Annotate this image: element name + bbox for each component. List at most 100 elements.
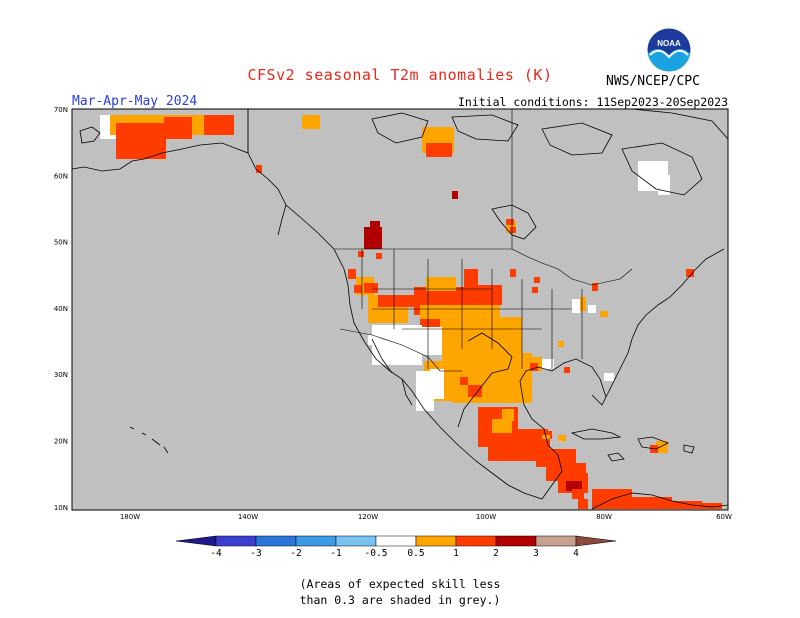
skill-note-line-1: (Areas of expected skill less [299, 577, 501, 591]
lat-label: 60N [54, 172, 68, 180]
anomaly-cell [536, 449, 576, 467]
anomaly-cell [460, 377, 468, 385]
colorbar-cell [295, 535, 337, 547]
anomaly-cell [510, 269, 516, 277]
anomaly-cell [566, 481, 582, 491]
season-label: Mar-Apr-May 2024 [72, 94, 198, 109]
colorbar-tick-label: -1 [330, 548, 342, 559]
anomaly-cell [358, 251, 364, 257]
coastlines [71, 108, 729, 510]
anomaly-cell [542, 359, 554, 369]
anomaly-cell [164, 117, 192, 139]
anomaly-cell [364, 227, 382, 249]
anomaly-cell [256, 165, 262, 173]
colorbar-cells [175, 535, 617, 547]
noaa-logo: NOAA [646, 27, 692, 73]
colorbar-tick-labels: -4 -3 -2 -1 -0.5 0.5 1 2 3 4 [210, 548, 579, 559]
colorbar-tick-label: 3 [533, 548, 539, 559]
anomaly-cell [506, 219, 514, 225]
lon-label: 60W [716, 513, 732, 521]
anomaly-cell [558, 341, 564, 347]
lat-label: 30N [54, 371, 68, 379]
lat-label: 20N [54, 438, 68, 446]
anomaly-cell [656, 441, 668, 453]
lat-label: 40N [54, 305, 68, 313]
anomaly-cell [534, 277, 540, 283]
anomaly-cell [588, 305, 596, 313]
anomaly-cell [580, 297, 586, 311]
anomaly-cell [530, 363, 538, 371]
anomaly-cell [558, 435, 566, 441]
colorbar-tick-label: -2 [290, 548, 301, 559]
lat-label: 70N [54, 106, 68, 114]
anomaly-cell [302, 115, 320, 129]
colorbar-arrow-high [575, 535, 617, 547]
anomaly-cell [604, 373, 614, 381]
colorbar-cell [215, 535, 257, 547]
colorbar-cell [535, 535, 577, 547]
colorbar-cell [255, 535, 297, 547]
lon-label: 180W [120, 513, 140, 521]
colorbar-tick-label: -4 [210, 548, 222, 559]
colorbar-cell [415, 535, 457, 547]
colorbar-tick-label: 1 [453, 548, 459, 559]
anomaly-cell [510, 227, 516, 233]
anomaly-cell [348, 269, 356, 279]
colorbar-tick-label: -3 [250, 548, 261, 559]
colorbar: -4 -3 -2 -1 -0.5 0.5 1 2 3 4 [175, 535, 617, 559]
colorbar-tick-label: -0.5 [365, 548, 388, 559]
anomaly-cell [564, 367, 570, 373]
anomaly-cell [378, 295, 418, 307]
anomaly-cell [686, 269, 694, 277]
anomaly-cell [364, 283, 378, 293]
chart-title: CFSv2 seasonal T2m anomalies (K) [247, 66, 553, 84]
logo-text: NOAA [657, 39, 681, 48]
skill-note-line-2: than 0.3 are shaded in grey.) [299, 593, 501, 607]
lat-labels: 70N 60N 50N 40N 30N 20N 10N [54, 106, 68, 512]
anomaly-cell [204, 115, 234, 135]
anomaly-cell [452, 191, 458, 199]
anomaly-cell [632, 497, 672, 509]
colorbar-tick-label: 2 [493, 548, 499, 559]
anomaly-cell [426, 143, 452, 157]
anomaly-map: 70N 60N 50N 40N 30N 20N 10N 180W 140W 120W 100W 80… [54, 106, 732, 521]
lon-label: 120W [358, 513, 378, 521]
anomaly-cell [376, 253, 382, 259]
colorbar-cell [495, 535, 537, 547]
anomaly-cell [354, 285, 362, 293]
colorbar-cell [375, 535, 417, 547]
anomaly-cell [370, 221, 380, 231]
lon-label: 80W [596, 513, 612, 521]
anomaly-cell [600, 311, 608, 317]
lon-label: 100W [476, 513, 496, 521]
lon-labels: 180W 140W 120W 100W 80W 60W [120, 513, 732, 521]
colorbar-tick-label: 4 [573, 548, 579, 559]
political-boundaries [247, 109, 633, 372]
map-frame [71, 108, 729, 511]
lat-label: 10N [54, 504, 68, 512]
anomaly-cell [430, 369, 444, 399]
anomaly-cell [532, 287, 538, 293]
anomaly-cell [468, 385, 482, 397]
anomaly-cell [416, 371, 434, 411]
skill-note: (Areas of expected skill less than 0.3 a… [0, 576, 800, 608]
colorbar-tick-label: 0.5 [407, 548, 424, 559]
anomaly-cell [420, 319, 440, 327]
lon-label: 140W [238, 513, 258, 521]
colorbar-cell [335, 535, 377, 547]
anomaly-cell [492, 419, 512, 433]
anomaly-cell [702, 503, 722, 509]
agency-label: NWS/NCEP/CPC [606, 74, 700, 89]
anomaly-cell [578, 499, 588, 509]
anomaly-cell [116, 123, 166, 159]
initial-conditions-label: Initial conditions: 11Sep2023-20Sep2023 [457, 95, 728, 109]
colorbar-arrow-low [175, 535, 217, 547]
anomaly-cell [368, 335, 382, 345]
anomaly-cell [468, 285, 502, 305]
anomaly-cell [426, 277, 456, 291]
anomaly-cell [572, 489, 584, 499]
lat-label: 50N [54, 239, 68, 247]
anomaly-cell [572, 299, 580, 313]
anomaly-cell [672, 501, 702, 509]
anomaly-cell [402, 327, 442, 355]
